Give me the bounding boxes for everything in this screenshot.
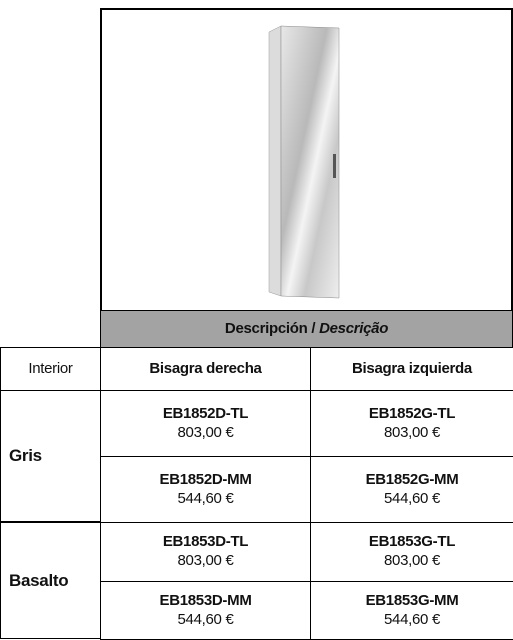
product-cell: EB1852D-MM 544,60 € bbox=[100, 456, 311, 523]
product-code: EB1853D-MM bbox=[159, 591, 252, 609]
product-price: 803,00 € bbox=[177, 423, 234, 441]
product-code: EB1852D-MM bbox=[159, 470, 252, 488]
product-cell: EB1853G-MM 544,60 € bbox=[310, 581, 513, 640]
product-code: EB1853D-TL bbox=[162, 533, 249, 551]
product-cell: EB1853G-TL 803,00 € bbox=[310, 522, 513, 582]
column-header-text: Bisagra izquierda bbox=[352, 359, 472, 377]
group-name: Gris bbox=[9, 446, 42, 466]
product-code: EB1852D-TL bbox=[162, 404, 249, 422]
description-header: Descripción / Descrição bbox=[100, 310, 513, 348]
product-price: 544,60 € bbox=[177, 610, 234, 628]
product-price: 803,00 € bbox=[384, 552, 440, 569]
column-header: Interior bbox=[0, 347, 101, 391]
product-cell: EB1852D-TL 803,00 € bbox=[100, 390, 311, 457]
group-name: Basalto bbox=[9, 570, 69, 590]
product-cell: EB1853D-TL 803,00 € bbox=[100, 522, 311, 582]
product-price: 544,60 € bbox=[177, 489, 234, 507]
column-header-text: Bisagra derecha bbox=[149, 359, 262, 377]
column-header: Bisagra derecha bbox=[100, 347, 311, 391]
product-price: 544,60 € bbox=[384, 489, 440, 507]
product-cell: EB1852G-TL 803,00 € bbox=[310, 390, 513, 457]
product-price: 803,00 € bbox=[177, 552, 234, 569]
product-code: EB1852G-MM bbox=[365, 470, 459, 488]
product-cell: EB1853D-MM 544,60 € bbox=[100, 581, 311, 640]
product-image bbox=[268, 25, 339, 299]
product-cell: EB1852G-MM 544,60 € bbox=[310, 456, 513, 523]
column-header: Bisagra izquierda bbox=[310, 347, 513, 391]
product-price: 544,60 € bbox=[384, 610, 440, 628]
product-image-frame bbox=[100, 8, 513, 312]
product-price: 803,00 € bbox=[384, 423, 440, 441]
description-label-pt: Descrição bbox=[319, 319, 389, 337]
group-label: Gris bbox=[0, 390, 101, 522]
description-label: Descripción / bbox=[224, 319, 320, 337]
column-header-text: Interior bbox=[28, 359, 73, 377]
product-code: EB1853G-TL bbox=[368, 533, 456, 551]
product-code: EB1852G-TL bbox=[368, 404, 456, 422]
group-label: Basalto bbox=[0, 522, 101, 639]
product-code: EB1853G-MM bbox=[365, 591, 459, 609]
